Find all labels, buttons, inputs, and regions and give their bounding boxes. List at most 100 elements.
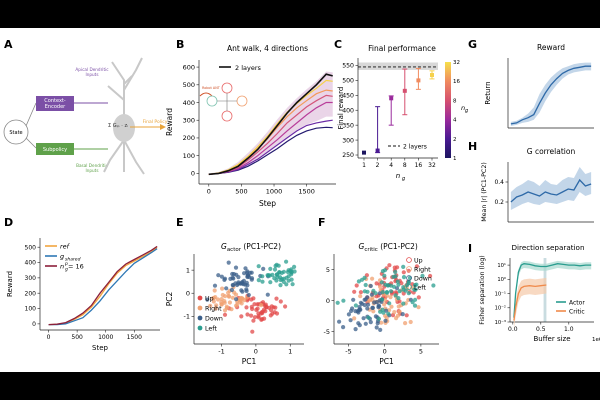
panel-f-point-down bbox=[369, 292, 374, 297]
panel-c-ref-band bbox=[358, 62, 438, 70]
panel-e-point-left bbox=[266, 273, 271, 278]
panel-c-ytick-label-5: 500 bbox=[342, 78, 354, 85]
panel-f-point-left bbox=[341, 298, 346, 303]
panel-f-point-left bbox=[366, 315, 371, 320]
panel-letter-b: B bbox=[176, 38, 184, 51]
panel-d-legend-label-2-rest: = 16 bbox=[68, 263, 84, 271]
panel-e-point-down bbox=[242, 271, 247, 276]
panel-f-point-left bbox=[388, 289, 394, 294]
panel-c-xtick-label-0: 1 bbox=[362, 162, 366, 169]
panel-letter-a: A bbox=[4, 38, 13, 51]
panel-e-point-down bbox=[236, 275, 241, 280]
panel-e-point-left bbox=[284, 282, 289, 287]
panel-c-xtick-label-5: 32 bbox=[428, 162, 436, 169]
panel-e-point-left bbox=[273, 263, 278, 268]
panel-d-xtick-label-2: 1000 bbox=[98, 334, 113, 341]
panel-e-title-g: G bbox=[221, 242, 227, 251]
panel-e-point-down bbox=[261, 266, 266, 271]
panel-f-point-left bbox=[395, 279, 400, 284]
panel-c-point-4 bbox=[416, 78, 421, 83]
panel-e-point-right bbox=[233, 292, 239, 297]
dendrite-2 bbox=[123, 57, 143, 91]
panel-b-xtick-label-0: 0 bbox=[207, 188, 211, 196]
panel-e-point-down bbox=[226, 260, 231, 265]
panel-e-point-up bbox=[274, 311, 280, 316]
panel-f-title-g: G bbox=[359, 242, 365, 251]
panel-e-point-down bbox=[246, 292, 251, 298]
panel-e-point-up bbox=[263, 302, 268, 307]
figure-background bbox=[0, 28, 600, 372]
panel-f-legend-marker-0 bbox=[406, 257, 412, 263]
panel-e-point-right bbox=[219, 297, 224, 302]
panel-letter-d: D bbox=[4, 216, 13, 229]
panel-f-point-left bbox=[391, 284, 397, 289]
panel-f-point-right bbox=[384, 293, 390, 298]
panel-b-series-n-g-32 bbox=[208, 79, 333, 175]
panel-f-point-left bbox=[378, 309, 383, 314]
panel-f-point-left bbox=[353, 303, 358, 308]
panel-c-xlabel: n bbox=[396, 172, 400, 180]
panel-f-point-down bbox=[372, 300, 377, 305]
panel-d-ytick-label-4: 400 bbox=[25, 260, 37, 267]
panel-i-ylabel: Fisher separation (log) bbox=[479, 255, 486, 324]
panel-f-point-left bbox=[396, 282, 401, 287]
panel-e-point-left bbox=[260, 279, 265, 284]
panel-f-point-right bbox=[389, 304, 394, 309]
panel-e-point-up bbox=[256, 311, 261, 316]
panel-h-ytick-label-0: 0.2 bbox=[494, 199, 504, 206]
panel-c-point-3 bbox=[402, 88, 407, 93]
panel-f-point-left bbox=[412, 303, 418, 308]
panel-f-xtick-label-2: 5 bbox=[419, 348, 423, 356]
panel-e-title-rest: (PC1-PC2) bbox=[241, 242, 281, 251]
panel-e-point-left bbox=[260, 274, 265, 279]
panel-g-line bbox=[510, 65, 592, 125]
panel-h-band bbox=[510, 167, 592, 210]
panel-e-legend-label-0: Up bbox=[205, 295, 214, 302]
panel-e-point-up bbox=[244, 305, 249, 310]
panel-e-point-up bbox=[263, 309, 268, 314]
panel-f-point-left bbox=[386, 311, 391, 316]
panel-f-point-down bbox=[337, 319, 342, 324]
panel-b-xlabel: Step bbox=[259, 199, 276, 208]
panel-e-point-left bbox=[256, 264, 261, 269]
panel-f-point-left bbox=[403, 288, 408, 293]
panel-f-point-left bbox=[412, 287, 417, 292]
panel-g-ylabel: Return bbox=[484, 81, 492, 104]
panel-f-point-right bbox=[397, 309, 402, 314]
subpolicy-box bbox=[36, 143, 74, 155]
panel-d: 0 500 1000 1500 0 100 200 300 400 500 Step Reward re… bbox=[6, 238, 160, 352]
panel-b-ytick-label-2: 200 bbox=[183, 134, 195, 142]
panel-e-point-down bbox=[249, 276, 255, 281]
panel-f-point-left bbox=[393, 269, 398, 275]
panel-e-point-right bbox=[213, 306, 218, 311]
subpolicy-label: Subpolicy bbox=[43, 147, 67, 153]
panel-e-point-down bbox=[245, 274, 250, 280]
panel-f-point-right bbox=[383, 313, 388, 318]
panel-f-point-left bbox=[379, 280, 384, 285]
panel-f-point-right bbox=[358, 294, 363, 299]
panel-f-point-up bbox=[406, 268, 411, 273]
state-node bbox=[3, 119, 29, 145]
panel-c-xtick-label-2: 4 bbox=[389, 162, 393, 169]
panel-d-series-2 bbox=[48, 245, 158, 326]
panel-c-point-1 bbox=[375, 148, 380, 153]
panel-b-ytick-label-4: 400 bbox=[183, 99, 195, 107]
panel-f-point-left bbox=[431, 283, 436, 288]
panel-f-point-up bbox=[358, 290, 363, 295]
panel-e-point-up bbox=[245, 312, 250, 317]
dendrite-5 bbox=[123, 139, 145, 175]
panel-e-point-down bbox=[243, 266, 248, 271]
panel-f-ytick-label-1: 0 bbox=[326, 297, 330, 305]
panel-f-point-down bbox=[351, 297, 356, 302]
panel-f-point-left bbox=[362, 289, 367, 294]
panel-b-xtick-label-1: 500 bbox=[235, 188, 247, 196]
panel-f-point-left bbox=[371, 288, 376, 293]
panel-d-xtick-label-1: 500 bbox=[71, 334, 83, 341]
panel-e-point-up bbox=[255, 306, 260, 311]
panel-b-xtick-label-3: 1500 bbox=[298, 188, 315, 196]
panel-e-point-down bbox=[244, 288, 249, 294]
panel-e-point-right bbox=[224, 304, 229, 309]
panel-f-point-left bbox=[387, 301, 392, 306]
panel-d-legend-label-1-sub: shared bbox=[65, 257, 81, 263]
panel-e-point-right bbox=[227, 300, 232, 305]
